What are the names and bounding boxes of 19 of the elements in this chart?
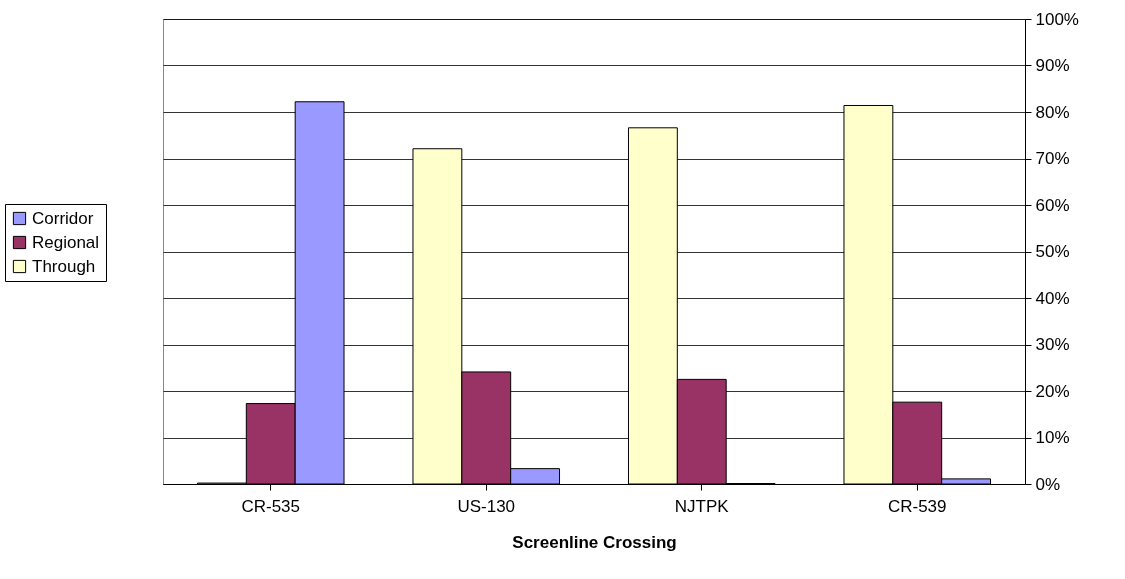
x-tick-label: CR-535 — [241, 496, 301, 516]
legend-label: Regional — [32, 232, 100, 252]
y-tick-label: 20% — [1035, 381, 1070, 401]
x-tick-label: US-130 — [457, 496, 516, 516]
legend-label: Corridor — [32, 208, 94, 228]
legend-label: Through — [32, 256, 96, 276]
y-tick-label: 60% — [1035, 195, 1070, 215]
y-tick-label: 30% — [1035, 335, 1070, 354]
x-tick-label: NJTPK — [674, 496, 730, 516]
y-tick-label: 40% — [1035, 288, 1070, 308]
x-tick-label: CR-539 — [887, 496, 947, 516]
x-axis-title: Screenline Crossing — [512, 532, 677, 552]
y-tick-label: 70% — [1035, 149, 1070, 168]
y-tick-label: 50% — [1035, 242, 1070, 261]
y-tick-label: 10% — [1035, 428, 1070, 447]
y-tick-label: 80% — [1035, 102, 1070, 122]
y-tick-label: 100% — [1035, 9, 1079, 29]
y-tick-label: 90% — [1035, 56, 1070, 75]
y-tick-label: 0% — [1035, 474, 1061, 494]
